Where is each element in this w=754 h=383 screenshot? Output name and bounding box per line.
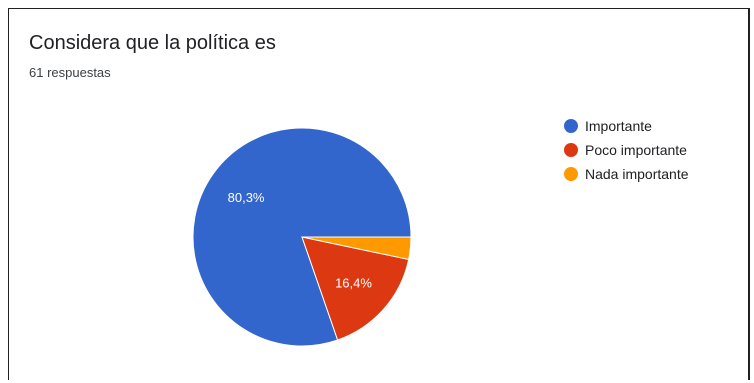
response-count: 61 respuestas — [29, 65, 111, 80]
legend-label-importante: Importante — [585, 118, 652, 134]
chart-legend: Importante Poco importante Nada importan… — [564, 114, 689, 186]
legend-item-nada-importante[interactable]: Nada importante — [564, 162, 689, 186]
slice-data-label: 16,4% — [335, 275, 372, 290]
legend-label-nada-importante: Nada importante — [585, 166, 689, 182]
legend-swatch-importante — [564, 119, 578, 133]
chart-title: Considera que la política es — [29, 32, 276, 54]
legend-swatch-poco-importante — [564, 143, 578, 157]
legend-label-poco-importante: Poco importante — [585, 142, 687, 158]
legend-item-importante[interactable]: Importante — [564, 114, 689, 138]
pie-slice-nada-importante[interactable] — [301, 236, 412, 261]
legend-swatch-nada-importante — [564, 167, 578, 181]
slice-data-label: 80,3% — [228, 190, 265, 205]
legend-item-poco-importante[interactable]: Poco importante — [564, 138, 689, 162]
pie-slice-poco-importante[interactable] — [301, 236, 410, 341]
